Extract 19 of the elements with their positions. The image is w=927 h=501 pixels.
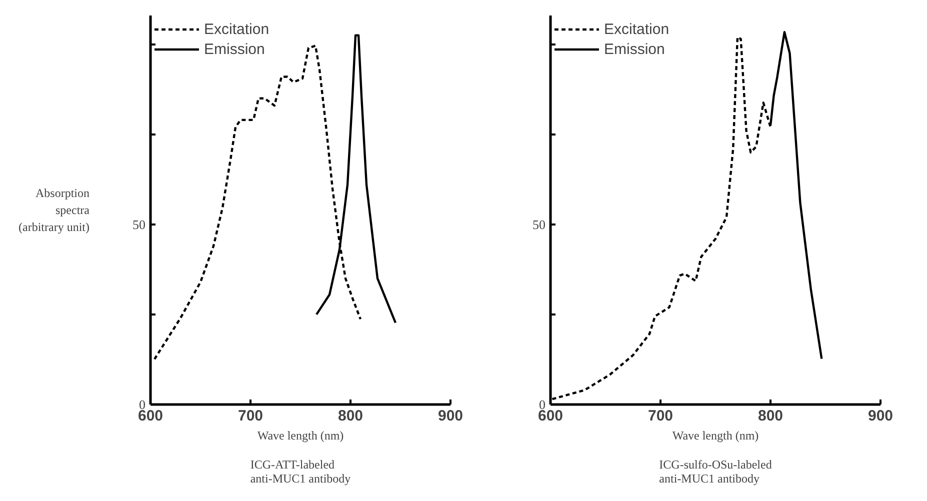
text: ICG-ATT-labeled anti-MUC1 antibody bbox=[250, 458, 351, 486]
x-tick-label: 900 bbox=[438, 408, 464, 424]
y-tick-label: 50 bbox=[132, 216, 146, 232]
legend-label: Emission bbox=[604, 40, 665, 58]
x-tick-label: 800 bbox=[338, 408, 364, 424]
x-tick-label: 700 bbox=[648, 408, 674, 424]
y-axis-title: Absorption spectra (arbitrary unit) bbox=[18, 186, 90, 234]
x-tick-label: 700 bbox=[238, 408, 264, 424]
legend-label: Excitation bbox=[204, 20, 270, 38]
x-tick-label: 900 bbox=[868, 408, 894, 424]
legend-label: Excitation bbox=[604, 20, 670, 38]
y-tick-label: 50 bbox=[532, 216, 546, 232]
x-axis-title: Wave length (nm) bbox=[672, 428, 759, 442]
x-tick-label: 600 bbox=[138, 408, 164, 424]
x-axis-title: Wave length (nm) bbox=[257, 428, 344, 442]
x-tick-label: 800 bbox=[758, 408, 784, 424]
x-tick-label: 600 bbox=[538, 408, 564, 424]
text: ICG-sulfo-OSu-labeled anti-MUC1 antibody bbox=[659, 458, 772, 486]
legend-label: Emission bbox=[204, 40, 265, 58]
